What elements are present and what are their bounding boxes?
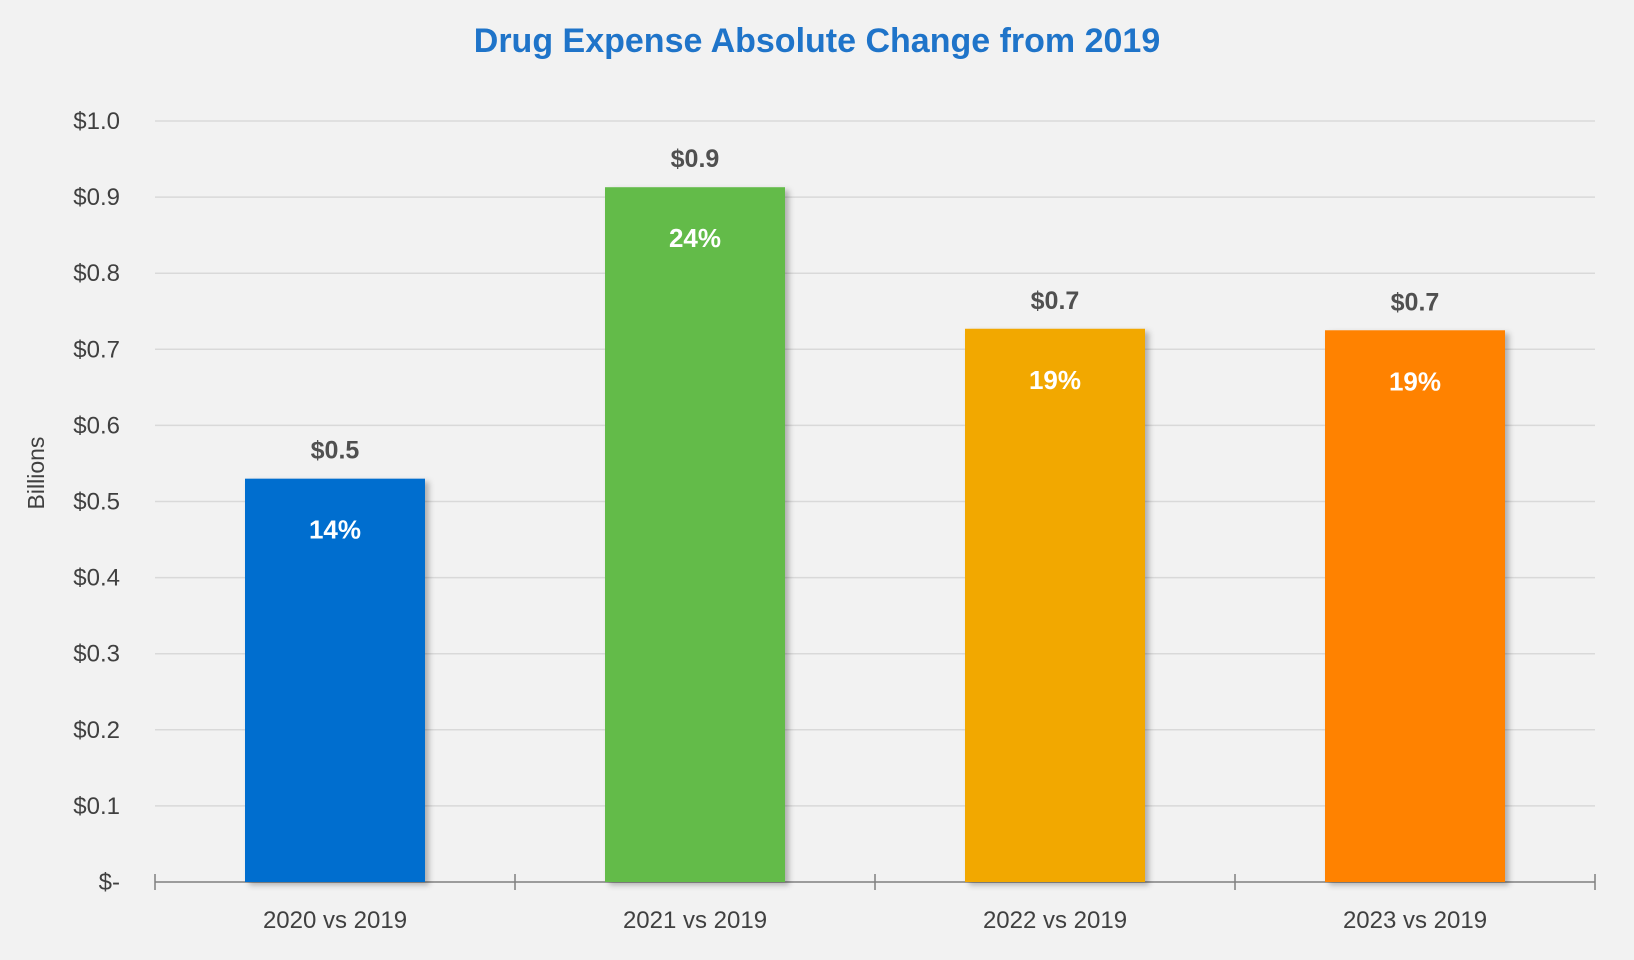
bars <box>245 187 1505 882</box>
y-tick-label: $0.9 <box>73 184 120 211</box>
chart-title: Drug Expense Absolute Change from 2019 <box>473 22 1161 60</box>
bar-value-label: $0.7 <box>1031 287 1080 315</box>
bar <box>605 187 785 882</box>
y-tick-label: $- <box>99 869 120 896</box>
y-tick-label: $1.0 <box>73 108 120 135</box>
x-tick-labels: 2020 vs 2019 2021 vs 2019 2022 vs 2019 2023… <box>263 907 1487 934</box>
bar-percent-label: 24% <box>669 223 721 253</box>
y-axis: $- $0.1 $0.2 $0.3 $0.4 $0.5 $0.6 $0.7 $0.8 $0.9 $1… <box>73 108 120 896</box>
y-tick-label: $0.1 <box>73 793 120 820</box>
bar <box>245 478 425 882</box>
bar-value-label: $0.7 <box>1391 288 1440 316</box>
data-labels: $0.5 14% $0.9 24% $0.7 19% $0.7 19% <box>309 145 1441 544</box>
bar-percent-label: 19% <box>1029 365 1081 395</box>
x-tick-label: 2020 vs 2019 <box>263 907 407 934</box>
y-tick-label: $0.7 <box>73 336 120 363</box>
bar-percent-label: 14% <box>309 515 361 545</box>
y-tick-label: $0.3 <box>73 641 120 668</box>
y-tick-label: $0.5 <box>73 489 120 516</box>
bar-value-label: $0.9 <box>671 145 720 173</box>
y-tick-label: $0.6 <box>73 412 120 439</box>
y-tick-label: $0.2 <box>73 717 120 744</box>
bar-percent-label: 19% <box>1389 366 1441 396</box>
y-axis-title: Billions <box>23 437 49 510</box>
bar-value-label: $0.5 <box>311 437 360 465</box>
bar <box>1325 330 1505 882</box>
bar <box>965 328 1145 882</box>
y-tick-label: $0.8 <box>73 260 120 287</box>
x-tick-label: 2021 vs 2019 <box>623 907 767 934</box>
x-tick-label: 2023 vs 2019 <box>1343 907 1487 934</box>
x-tick-label: 2022 vs 2019 <box>983 907 1127 934</box>
y-tick-label: $0.4 <box>73 565 120 592</box>
